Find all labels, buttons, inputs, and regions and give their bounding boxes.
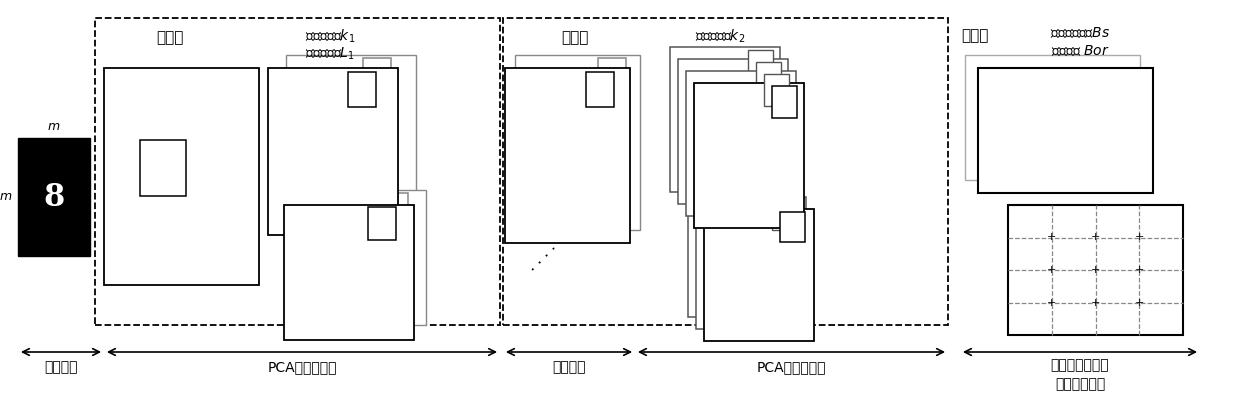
Bar (764, 74, 789, 106)
Bar (688, 185, 799, 317)
Bar (296, 190, 427, 325)
Bar (965, 55, 1140, 180)
Bar (678, 59, 787, 204)
Bar (19, 138, 91, 256)
Text: +: + (1091, 265, 1100, 275)
Bar (696, 197, 806, 329)
Bar (748, 50, 773, 82)
Bar (694, 83, 804, 228)
Text: 滤波器个数$L_2$: 滤波器个数$L_2$ (696, 46, 745, 63)
Text: 8: 8 (43, 182, 64, 213)
Bar (368, 207, 396, 240)
Bar (764, 188, 789, 218)
Text: +: + (1135, 265, 1145, 275)
Text: 输出层: 输出层 (961, 28, 988, 43)
Bar (286, 55, 415, 222)
Text: · · · ·: · · · · (711, 215, 745, 249)
Text: PCA滤波器卷积: PCA滤波器卷积 (268, 360, 337, 374)
Bar (598, 58, 626, 93)
Bar (348, 72, 376, 107)
Text: 零均值化: 零均值化 (45, 360, 78, 374)
Bar (686, 71, 796, 216)
Bar (503, 18, 949, 325)
Text: 滤波器尺寸$k_1$: 滤波器尺寸$k_1$ (305, 28, 355, 45)
Text: 二值量化及方块
化直方图统计: 二值量化及方块 化直方图统计 (1050, 358, 1110, 391)
Text: +: + (1047, 233, 1056, 243)
Text: $m$: $m$ (0, 190, 12, 203)
Text: · · · ·: · · · · (528, 243, 563, 277)
Bar (140, 140, 186, 196)
Text: +: + (1135, 298, 1145, 308)
Bar (363, 58, 391, 93)
Text: 零均值化: 零均值化 (552, 360, 585, 374)
Bar (780, 212, 805, 242)
Bar (268, 68, 398, 235)
Bar (978, 68, 1153, 193)
Bar (1008, 205, 1183, 335)
Text: PCA滤波器卷积: PCA滤波器卷积 (756, 360, 826, 374)
Text: 第二层: 第二层 (562, 30, 589, 45)
Bar (515, 55, 640, 230)
Text: 滤波器个数$L_1$: 滤波器个数$L_1$ (305, 46, 355, 63)
Bar (379, 193, 408, 226)
Text: +: + (1091, 233, 1100, 243)
Text: · · · ·: · · · · (317, 200, 352, 235)
Text: 第一层: 第一层 (156, 30, 184, 45)
Bar (756, 62, 781, 94)
Text: $m$: $m$ (47, 120, 61, 133)
Bar (704, 209, 813, 341)
Text: 滤波器尺寸$k_2$: 滤波器尺寸$k_2$ (694, 28, 745, 45)
Text: 块重叠率 $Bor$: 块重叠率 $Bor$ (1050, 43, 1110, 58)
Text: +: + (1047, 265, 1056, 275)
Bar (587, 72, 614, 107)
Bar (773, 200, 797, 230)
Text: 直方图块尺寸$Bs$: 直方图块尺寸$Bs$ (1050, 25, 1110, 40)
Bar (284, 205, 414, 340)
Text: +: + (1135, 233, 1145, 243)
Bar (505, 68, 630, 243)
Text: +: + (1091, 298, 1100, 308)
Bar (95, 18, 500, 325)
Bar (670, 47, 780, 192)
Text: +: + (1047, 298, 1056, 308)
Bar (104, 68, 259, 285)
Bar (773, 86, 797, 118)
